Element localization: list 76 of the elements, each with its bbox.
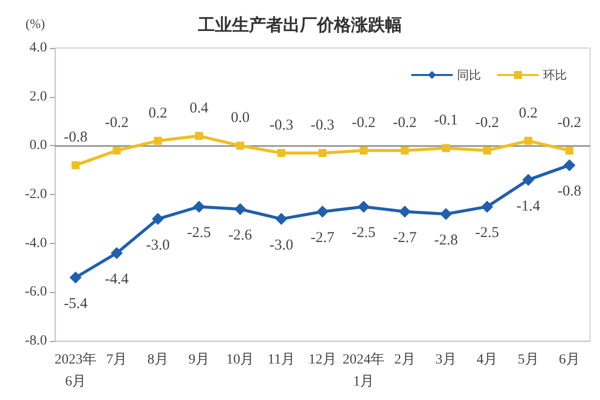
x-tick-label: 4月 bbox=[476, 352, 498, 368]
data-label: -2.7 bbox=[392, 230, 418, 246]
data-label: -0.2 bbox=[558, 115, 582, 132]
data-label: -3.0 bbox=[269, 237, 294, 254]
point bbox=[275, 212, 288, 225]
y-tick-label: -4.0 bbox=[24, 236, 47, 251]
x-tick-label: 12月 bbox=[308, 352, 336, 368]
y-tick-label: 2.0 bbox=[30, 89, 47, 104]
data-label: 0.4 bbox=[190, 100, 209, 116]
data-label: 0.2 bbox=[148, 105, 168, 122]
x-tick-label: 5月 bbox=[518, 352, 539, 368]
point bbox=[483, 146, 492, 155]
data-label: -0.8 bbox=[64, 130, 88, 146]
x-tick-label: 2023年 6月 bbox=[54, 352, 97, 390]
point bbox=[358, 200, 370, 213]
data-label: -4.4 bbox=[104, 272, 130, 288]
data-label: -5.4 bbox=[64, 296, 88, 312]
data-label: -0.8 bbox=[558, 184, 582, 200]
point bbox=[522, 174, 534, 186]
point bbox=[193, 200, 206, 213]
x-tick-label: 6月 bbox=[558, 352, 580, 368]
data-label: -0.3 bbox=[269, 117, 294, 134]
data-label: -0.2 bbox=[352, 115, 376, 132]
x-tick-label: 2024年 1月 bbox=[342, 352, 385, 390]
legend-label: 环比 bbox=[543, 68, 567, 82]
point bbox=[440, 208, 452, 220]
point bbox=[524, 136, 532, 145]
point bbox=[318, 148, 326, 157]
data-label: -2.7 bbox=[310, 230, 335, 246]
x-tick-label: 10月 bbox=[226, 352, 254, 368]
point bbox=[442, 144, 450, 152]
data-label: -0.2 bbox=[392, 115, 417, 132]
point bbox=[72, 161, 80, 170]
data-label: -0.1 bbox=[434, 112, 458, 129]
x-tick-label: 9月 bbox=[188, 352, 210, 368]
point bbox=[152, 212, 164, 225]
y-tick-label: 4.0 bbox=[30, 40, 47, 56]
data-label: -2.8 bbox=[434, 232, 458, 249]
legend-label: 同比 bbox=[457, 68, 481, 82]
x-tick-label: 2月 bbox=[394, 352, 416, 368]
x-tick-label: 7月 bbox=[106, 352, 128, 368]
point bbox=[481, 200, 494, 213]
y-tick-label: -8.0 bbox=[24, 334, 47, 348]
data-label: -0.2 bbox=[104, 115, 129, 132]
data-label: -2.5 bbox=[352, 225, 376, 242]
x-tick-label: 3月 bbox=[435, 352, 456, 368]
data-label: 0.2 bbox=[518, 105, 538, 122]
point bbox=[234, 203, 246, 216]
point bbox=[277, 148, 286, 157]
y-tick-label: -2.0 bbox=[24, 187, 47, 202]
point bbox=[398, 206, 411, 218]
data-label: -3.0 bbox=[146, 237, 170, 254]
data-label: 0.0 bbox=[230, 110, 250, 126]
y-axis-title: (%) bbox=[26, 16, 45, 31]
chart-title: 工业生产者出厂价格涨跌幅 bbox=[197, 16, 402, 36]
point bbox=[110, 247, 123, 260]
point bbox=[195, 132, 204, 140]
point bbox=[316, 206, 328, 218]
data-label: -2.5 bbox=[187, 225, 211, 242]
data-label: -1.4 bbox=[516, 198, 541, 214]
point bbox=[112, 146, 121, 155]
point bbox=[400, 146, 409, 155]
data-label: -2.5 bbox=[475, 225, 499, 242]
point bbox=[154, 136, 162, 145]
point bbox=[236, 142, 244, 150]
data-label: -0.3 bbox=[310, 117, 334, 134]
y-tick-label: 0.0 bbox=[30, 138, 47, 154]
point bbox=[70, 272, 82, 284]
point bbox=[565, 146, 574, 155]
data-label: -2.6 bbox=[228, 228, 253, 244]
x-tick-label: 11月 bbox=[268, 352, 296, 368]
point bbox=[563, 159, 576, 172]
data-label: -0.2 bbox=[475, 115, 499, 132]
point bbox=[360, 146, 368, 155]
x-tick-label: 8月 bbox=[147, 352, 168, 368]
y-tick-label: -6.0 bbox=[24, 284, 47, 300]
